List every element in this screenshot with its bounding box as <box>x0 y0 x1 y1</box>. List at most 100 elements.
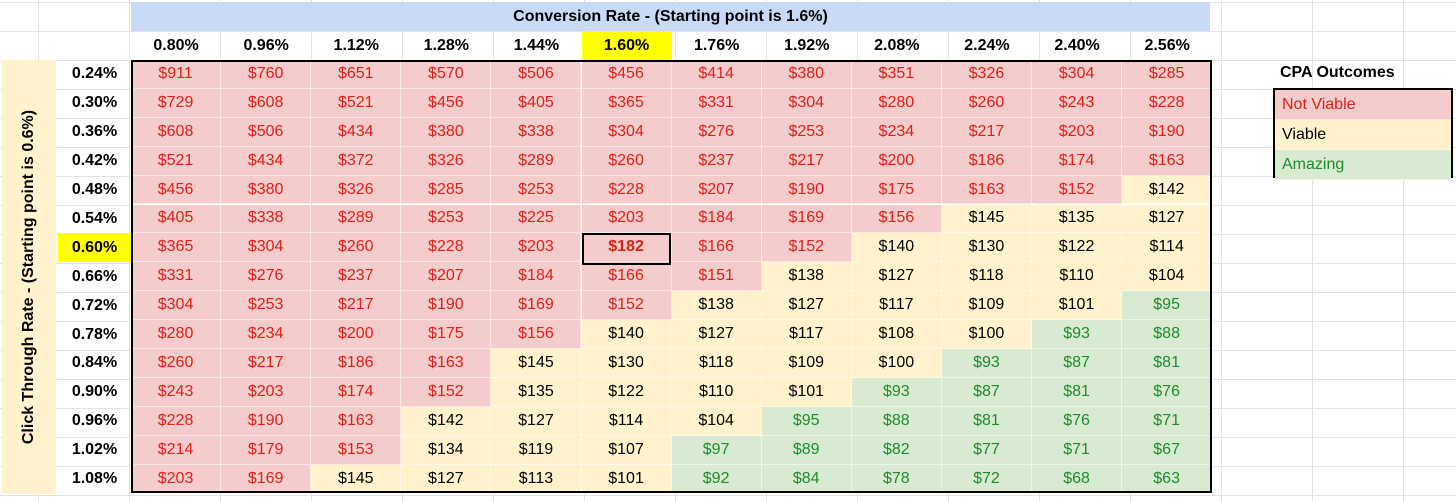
cpa-cell[interactable]: $163 <box>401 349 492 378</box>
cpa-cell[interactable]: $113 <box>491 464 582 494</box>
cpa-cell[interactable]: $234 <box>851 117 942 147</box>
cpa-cell[interactable]: $276 <box>671 117 762 147</box>
cpa-cell[interactable]: $243 <box>131 377 222 407</box>
cpa-cell[interactable]: $107 <box>581 435 672 465</box>
cpa-cell[interactable]: $521 <box>311 88 402 118</box>
cpa-cell[interactable]: $135 <box>1032 204 1123 234</box>
cpa-cell[interactable]: $82 <box>851 435 942 465</box>
cpa-cell[interactable]: $145 <box>941 204 1032 234</box>
cpa-cell[interactable]: $285 <box>1122 60 1213 89</box>
cpa-cell[interactable]: $156 <box>491 320 582 349</box>
cpa-cell[interactable]: $130 <box>941 233 1032 263</box>
cpa-cell[interactable]: $114 <box>1122 233 1213 263</box>
cpa-cell[interactable]: $304 <box>221 233 312 263</box>
cpa-cell[interactable]: $68 <box>1032 464 1123 494</box>
cpa-cell[interactable]: $186 <box>941 146 1032 176</box>
cpa-cell[interactable]: $338 <box>221 204 312 234</box>
cpa-cell[interactable]: $88 <box>851 406 942 436</box>
cpa-cell[interactable]: $169 <box>491 291 582 321</box>
cpa-cell[interactable]: $456 <box>131 175 222 205</box>
column-header[interactable]: 1.92% <box>784 36 830 54</box>
cpa-cell[interactable]: $228 <box>131 406 222 436</box>
column-header[interactable]: 2.56% <box>1144 36 1190 54</box>
cpa-cell[interactable]: $104 <box>1122 262 1213 292</box>
cpa-cell[interactable]: $101 <box>1032 291 1123 321</box>
cpa-cell[interactable]: $434 <box>311 117 402 147</box>
cpa-cell[interactable]: $169 <box>221 464 312 494</box>
cpa-cell[interactable]: $67 <box>1122 435 1213 465</box>
cpa-cell[interactable]: $101 <box>761 377 852 407</box>
cpa-cell[interactable]: $87 <box>1032 349 1123 378</box>
cpa-cell[interactable]: $304 <box>131 291 222 321</box>
cpa-cell[interactable]: $217 <box>311 291 402 321</box>
cpa-cell[interactable]: $203 <box>491 233 582 263</box>
cpa-cell[interactable]: $145 <box>491 349 582 378</box>
cpa-cell[interactable]: $142 <box>401 406 492 436</box>
cpa-cell[interactable]: $175 <box>851 175 942 205</box>
cpa-cell[interactable]: $190 <box>401 291 492 321</box>
cpa-cell[interactable]: $237 <box>311 262 402 292</box>
cpa-cell[interactable]: $87 <box>941 377 1032 407</box>
cpa-cell[interactable]: $608 <box>131 117 222 147</box>
row-header[interactable]: 0.96% <box>71 412 118 430</box>
cpa-cell[interactable]: $104 <box>671 406 762 436</box>
cpa-cell[interactable]: $243 <box>1032 88 1123 118</box>
cpa-cell[interactable]: $326 <box>311 175 402 205</box>
cpa-cell[interactable]: $207 <box>671 175 762 205</box>
cpa-cell[interactable]: $140 <box>581 320 672 349</box>
cpa-cell[interactable]: $405 <box>491 88 582 118</box>
row-header[interactable]: 0.42% <box>71 152 118 170</box>
cpa-cell[interactable]: $93 <box>941 349 1032 378</box>
cpa-cell[interactable]: $365 <box>581 88 672 118</box>
cpa-cell[interactable]: $92 <box>671 464 762 494</box>
cpa-cell[interactable]: $100 <box>941 320 1032 349</box>
cpa-cell[interactable]: $166 <box>671 233 762 263</box>
cpa-cell[interactable]: $138 <box>761 262 852 292</box>
cpa-cell[interactable]: $608 <box>221 88 312 118</box>
cpa-cell[interactable]: $71 <box>1032 435 1123 465</box>
cpa-cell[interactable]: $138 <box>671 291 762 321</box>
cpa-cell[interactable]: $190 <box>1122 117 1213 147</box>
cpa-cell[interactable]: $380 <box>761 60 852 89</box>
cpa-cell[interactable]: $110 <box>1032 262 1123 292</box>
cpa-cell[interactable]: $152 <box>401 377 492 407</box>
cpa-cell[interactable]: $729 <box>131 88 222 118</box>
cpa-cell[interactable]: $140 <box>851 233 942 263</box>
cpa-cell[interactable]: $142 <box>1122 175 1213 205</box>
cpa-cell[interactable]: $570 <box>401 60 492 89</box>
column-header[interactable]: 2.24% <box>964 36 1010 54</box>
cpa-cell[interactable]: $326 <box>401 146 492 176</box>
cpa-cell[interactable]: $152 <box>581 291 672 321</box>
cpa-cell[interactable]: $260 <box>581 146 672 176</box>
cpa-cell[interactable]: $414 <box>671 60 762 89</box>
row-header[interactable]: 0.84% <box>71 354 118 372</box>
cpa-cell[interactable]: $285 <box>401 175 492 205</box>
cpa-cell[interactable]: $456 <box>401 88 492 118</box>
cpa-cell[interactable]: $127 <box>491 406 582 436</box>
row-header[interactable]: 0.66% <box>71 267 118 285</box>
cpa-cell[interactable]: $95 <box>761 406 852 436</box>
column-header[interactable]: 1.12% <box>333 36 379 54</box>
cpa-cell[interactable]: $81 <box>941 406 1032 436</box>
cpa-cell[interactable]: $134 <box>401 435 492 465</box>
cpa-cell[interactable]: $372 <box>311 146 402 176</box>
row-header[interactable]: 0.90% <box>71 383 118 401</box>
column-header[interactable]: 1.76% <box>693 36 740 54</box>
cpa-cell[interactable]: $405 <box>131 204 222 234</box>
cpa-cell[interactable]: $200 <box>311 320 402 349</box>
cpa-cell[interactable]: $100 <box>851 349 942 378</box>
cpa-cell[interactable]: $163 <box>1122 146 1213 176</box>
cpa-cell[interactable]: $289 <box>311 204 402 234</box>
cpa-cell[interactable]: $93 <box>1032 320 1123 349</box>
cpa-cell[interactable]: $351 <box>851 60 942 89</box>
cpa-cell[interactable]: $166 <box>581 262 672 292</box>
cpa-cell[interactable]: $127 <box>671 320 762 349</box>
row-header[interactable]: 0.54% <box>71 209 118 227</box>
cpa-cell[interactable]: $237 <box>671 146 762 176</box>
cpa-cell[interactable]: $338 <box>491 117 582 147</box>
cpa-cell[interactable]: $217 <box>761 146 852 176</box>
cpa-cell[interactable]: $119 <box>491 435 582 465</box>
cpa-cell[interactable]: $81 <box>1032 377 1123 407</box>
cpa-cell[interactable]: $326 <box>941 60 1032 89</box>
cpa-cell[interactable]: $117 <box>761 320 852 349</box>
